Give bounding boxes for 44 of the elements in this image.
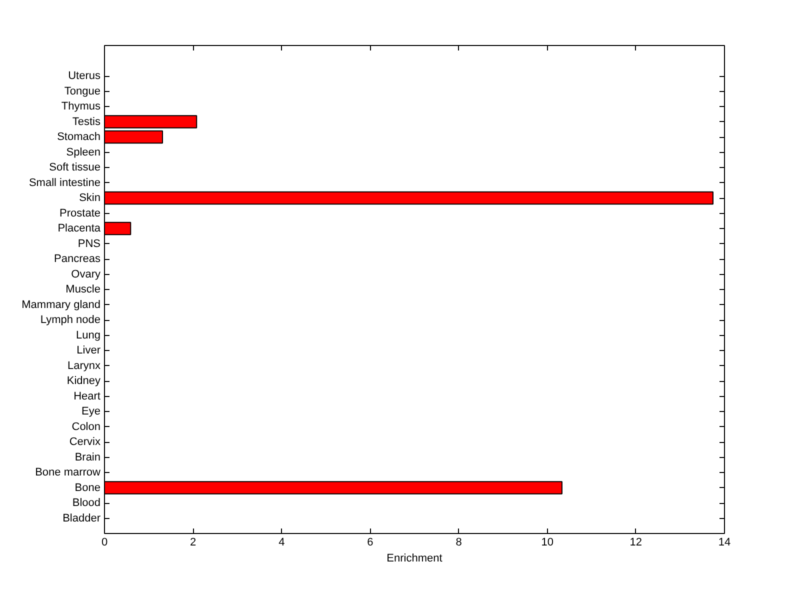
y-tick-label: Heart: [74, 390, 101, 402]
y-tick-label: Brain: [74, 451, 101, 464]
y-tick-label: Uterus: [68, 70, 101, 82]
bar: [104, 130, 164, 144]
y-tick-label: Muscle: [66, 284, 100, 296]
y-tick-label: PNS: [78, 238, 101, 250]
y-tick-label: Skin: [79, 192, 101, 204]
x-tick-label: 12: [630, 536, 642, 548]
bar: [104, 481, 562, 494]
y-tick-label: Larynx: [67, 360, 101, 372]
x-tick-label: 0: [101, 536, 108, 548]
x-tick-label: 10: [541, 536, 554, 548]
x-tick-label: 6: [367, 536, 374, 548]
y-tick-label: Prostate: [60, 207, 101, 220]
bar: [104, 191, 714, 205]
x-axis-title: Enrichment: [386, 552, 442, 564]
y-tick-label: Kidney: [66, 375, 101, 387]
x-tick-label: 14: [718, 536, 731, 548]
x-tick-label: 8: [456, 536, 462, 548]
x-tick-label: 2: [190, 536, 196, 548]
y-tick-label: Bone: [74, 482, 101, 494]
y-tick-label: Testis: [72, 116, 101, 128]
y-tick-label: Placenta: [58, 222, 102, 234]
y-tick-label: Tongue: [64, 85, 101, 98]
y-tick-label: Ovary: [71, 268, 101, 280]
y-tick-label: Pancreas: [54, 253, 101, 265]
x-tick-label: 4: [278, 536, 285, 548]
y-tick-label: Cervix: [69, 436, 101, 448]
y-tick-label: Bone marrow: [35, 466, 101, 478]
y-tick-label: Spleen: [66, 146, 101, 158]
y-tick-label: Colon: [72, 420, 101, 433]
y-tick-label: Mammary gland: [22, 298, 100, 311]
y-tick-label: Lymph node: [40, 314, 101, 326]
y-tick-label: Bladder: [62, 512, 101, 524]
y-tick-label: Soft tissue: [49, 162, 100, 174]
y-tick-label: Liver: [76, 344, 101, 356]
bar: [104, 115, 198, 128]
y-tick-label: Thymus: [61, 100, 101, 112]
y-tick-label: Lung: [76, 329, 101, 342]
y-tick-label: Stomach: [57, 131, 101, 143]
y-tick-label: Small intestine: [28, 176, 101, 189]
bar: [104, 222, 132, 236]
y-tick-label: Eye: [82, 406, 101, 418]
y-tick-label: Blood: [72, 497, 101, 509]
